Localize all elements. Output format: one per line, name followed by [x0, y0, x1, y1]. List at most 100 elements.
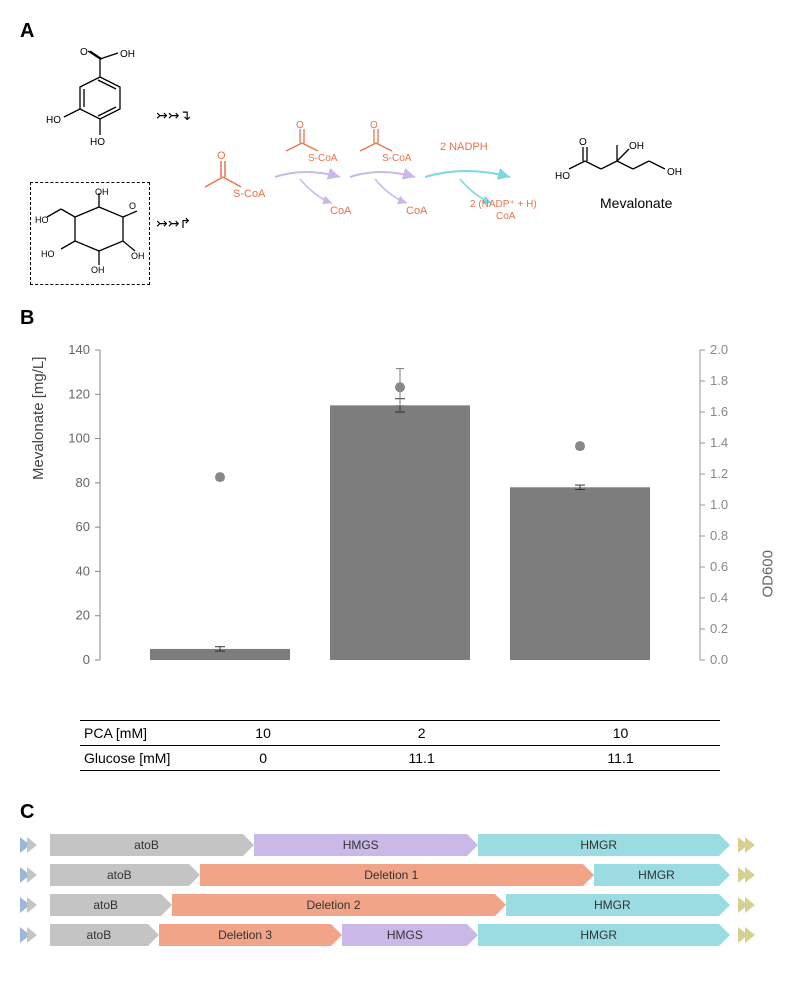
od-point — [395, 382, 405, 392]
svg-text:HO: HO — [90, 137, 105, 147]
svg-text:OH: OH — [95, 187, 109, 197]
bar — [330, 405, 470, 660]
svg-text:0.0: 0.0 — [710, 652, 728, 667]
gene-arrowhead — [161, 894, 172, 916]
nadp-h-label: 2 (NADP⁺ + H) — [470, 199, 537, 210]
svg-text:40: 40 — [76, 563, 90, 578]
svg-text:HO: HO — [46, 115, 61, 126]
panel-a-label: A — [20, 20, 769, 43]
substrate2-box: OH O OH OH HO HO — [30, 182, 150, 285]
right-chevrons — [738, 864, 752, 886]
bar — [510, 487, 650, 660]
gene-atoB: atoB — [50, 894, 161, 916]
svg-text:1.8: 1.8 — [710, 373, 728, 388]
glucose-header: Glucose [mM] — [80, 746, 204, 771]
gene-Deletion2: Deletion 2 — [172, 894, 494, 916]
gene-HMGR: HMGR — [478, 924, 719, 946]
gene-arrowhead — [719, 894, 730, 916]
gene-HMGR: HMGR — [594, 864, 719, 886]
gene-row: atoB HMGS HMGR — [20, 834, 760, 858]
coa-label-1: CoA — [330, 205, 351, 217]
pca-header: PCA [mM] — [80, 721, 204, 746]
arrows-from-substrate1: ↣↣↴ — [156, 107, 191, 124]
svg-text:1.4: 1.4 — [710, 435, 728, 450]
pca-val-1: 10 — [204, 721, 322, 746]
chart-svg: 0204060801001201400.00.20.40.60.81.01.21… — [40, 340, 760, 680]
left-chevrons — [20, 834, 34, 856]
gene-arrowhead — [467, 924, 478, 946]
svg-text:0.6: 0.6 — [710, 559, 728, 574]
gene-arrowhead — [719, 864, 730, 886]
svg-text:HO: HO — [555, 171, 570, 182]
svg-text:O: O — [80, 47, 88, 58]
panel-c: atoB HMGS HMGR atoB Deletion 1 HMGR atoB Deleti… — [20, 834, 769, 948]
x-axis-table: PCA [mM] 10 2 10 Glucose [mM] 0 11.1 11.… — [80, 720, 720, 771]
svg-text:140: 140 — [68, 342, 90, 357]
svg-text:20: 20 — [76, 608, 90, 623]
gene-row: atoB Deletion 1 HMGR — [20, 864, 760, 888]
svg-text:OH: OH — [120, 49, 135, 60]
svg-text:OH: OH — [91, 265, 105, 275]
arrows-from-substrate2: ↣↣↱ — [156, 215, 191, 232]
right-chevrons — [738, 894, 752, 916]
gene-arrowhead — [467, 834, 478, 856]
acetyl-coa-main: O S-CoA — [195, 147, 275, 207]
right-chevrons — [738, 924, 752, 946]
svg-text:OH: OH — [667, 167, 682, 178]
gene-HMGR: HMGR — [506, 894, 719, 916]
pca-val-3: 10 — [521, 721, 720, 746]
gene-Deletion1: Deletion 1 — [200, 864, 583, 886]
svg-text:O: O — [296, 120, 304, 131]
gene-arrowhead — [719, 924, 730, 946]
svg-text:HO: HO — [41, 249, 55, 259]
svg-text:S-CoA: S-CoA — [233, 188, 266, 200]
nadph-label: 2 NADPH — [440, 141, 488, 153]
svg-text:2.0: 2.0 — [710, 342, 728, 357]
svg-text:100: 100 — [68, 431, 90, 446]
gene-atoB: atoB — [50, 834, 243, 856]
svg-text:1.6: 1.6 — [710, 404, 728, 419]
left-chevrons — [20, 864, 34, 886]
pca-val-2: 2 — [322, 721, 521, 746]
coa-label-2: CoA — [406, 205, 427, 217]
svg-text:0.4: 0.4 — [710, 590, 728, 605]
gene-arrowhead — [495, 894, 506, 916]
glucose-val-1: 0 — [204, 746, 322, 771]
gene-arrowhead — [148, 924, 159, 946]
chart-area: Mevalonate [mg/L] OD600 0204060801001201… — [40, 340, 760, 720]
svg-text:1.0: 1.0 — [710, 497, 728, 512]
panel-c-label: C — [20, 801, 769, 824]
svg-text:80: 80 — [76, 475, 90, 490]
gene-atoB: atoB — [50, 864, 189, 886]
svg-text:O: O — [129, 201, 136, 211]
gene-HMGR: HMGR — [478, 834, 719, 856]
gene-row: atoB Deletion 2 HMGR — [20, 894, 760, 918]
gene-arrowhead — [583, 864, 594, 886]
gene-HMGS: HMGS — [342, 924, 467, 946]
svg-text:0.8: 0.8 — [710, 528, 728, 543]
svg-text:O: O — [579, 137, 587, 148]
od-point — [215, 472, 225, 482]
left-chevrons — [20, 894, 34, 916]
svg-text:1.2: 1.2 — [710, 466, 728, 481]
substrate1-structure: OH O HO HO — [40, 47, 150, 147]
svg-text:OH: OH — [131, 251, 145, 261]
svg-text:120: 120 — [68, 386, 90, 401]
gene-arrowhead — [719, 834, 730, 856]
svg-text:HO: HO — [35, 215, 49, 225]
coa-label-3: CoA — [496, 211, 515, 222]
svg-text:O: O — [370, 120, 378, 131]
y-right-label: OD600 — [760, 550, 777, 598]
gene-arrowhead — [243, 834, 254, 856]
svg-text:60: 60 — [76, 519, 90, 534]
od-point — [575, 441, 585, 451]
gene-atoB: atoB — [50, 924, 148, 946]
mevalonate-label: Mevalonate — [600, 195, 672, 211]
y-left-label: Mevalonate [mg/L] — [30, 357, 47, 480]
left-chevrons — [20, 924, 34, 946]
panel-a: OH O HO HO ↣↣↴ OH O OH OH HO HO ↣↣↱ — [20, 47, 769, 287]
gene-HMGS: HMGS — [254, 834, 467, 856]
svg-text:O: O — [217, 150, 226, 162]
panel-b-label: B — [20, 307, 769, 330]
svg-text:0: 0 — [83, 652, 90, 667]
